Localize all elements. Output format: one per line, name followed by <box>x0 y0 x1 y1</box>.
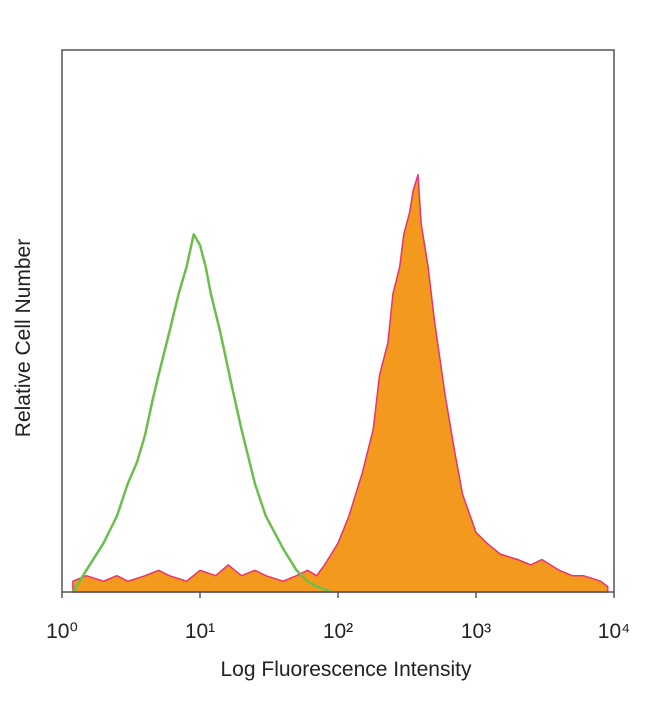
x-tick-label: 10³ <box>461 620 491 643</box>
x-tick-label: 10⁰ <box>46 620 78 643</box>
histogram-area <box>72 173 609 593</box>
x-tick-label: 10⁴ <box>598 620 630 643</box>
x-tick-label: 10² <box>323 620 353 643</box>
x-axis-label: Log Fluorescence Intensity <box>221 658 472 681</box>
histogram-line <box>71 233 333 594</box>
x-tick-label: 10¹ <box>185 620 215 643</box>
plot-frame <box>61 49 615 593</box>
y-axis-label: Relative Cell Number <box>12 239 35 437</box>
